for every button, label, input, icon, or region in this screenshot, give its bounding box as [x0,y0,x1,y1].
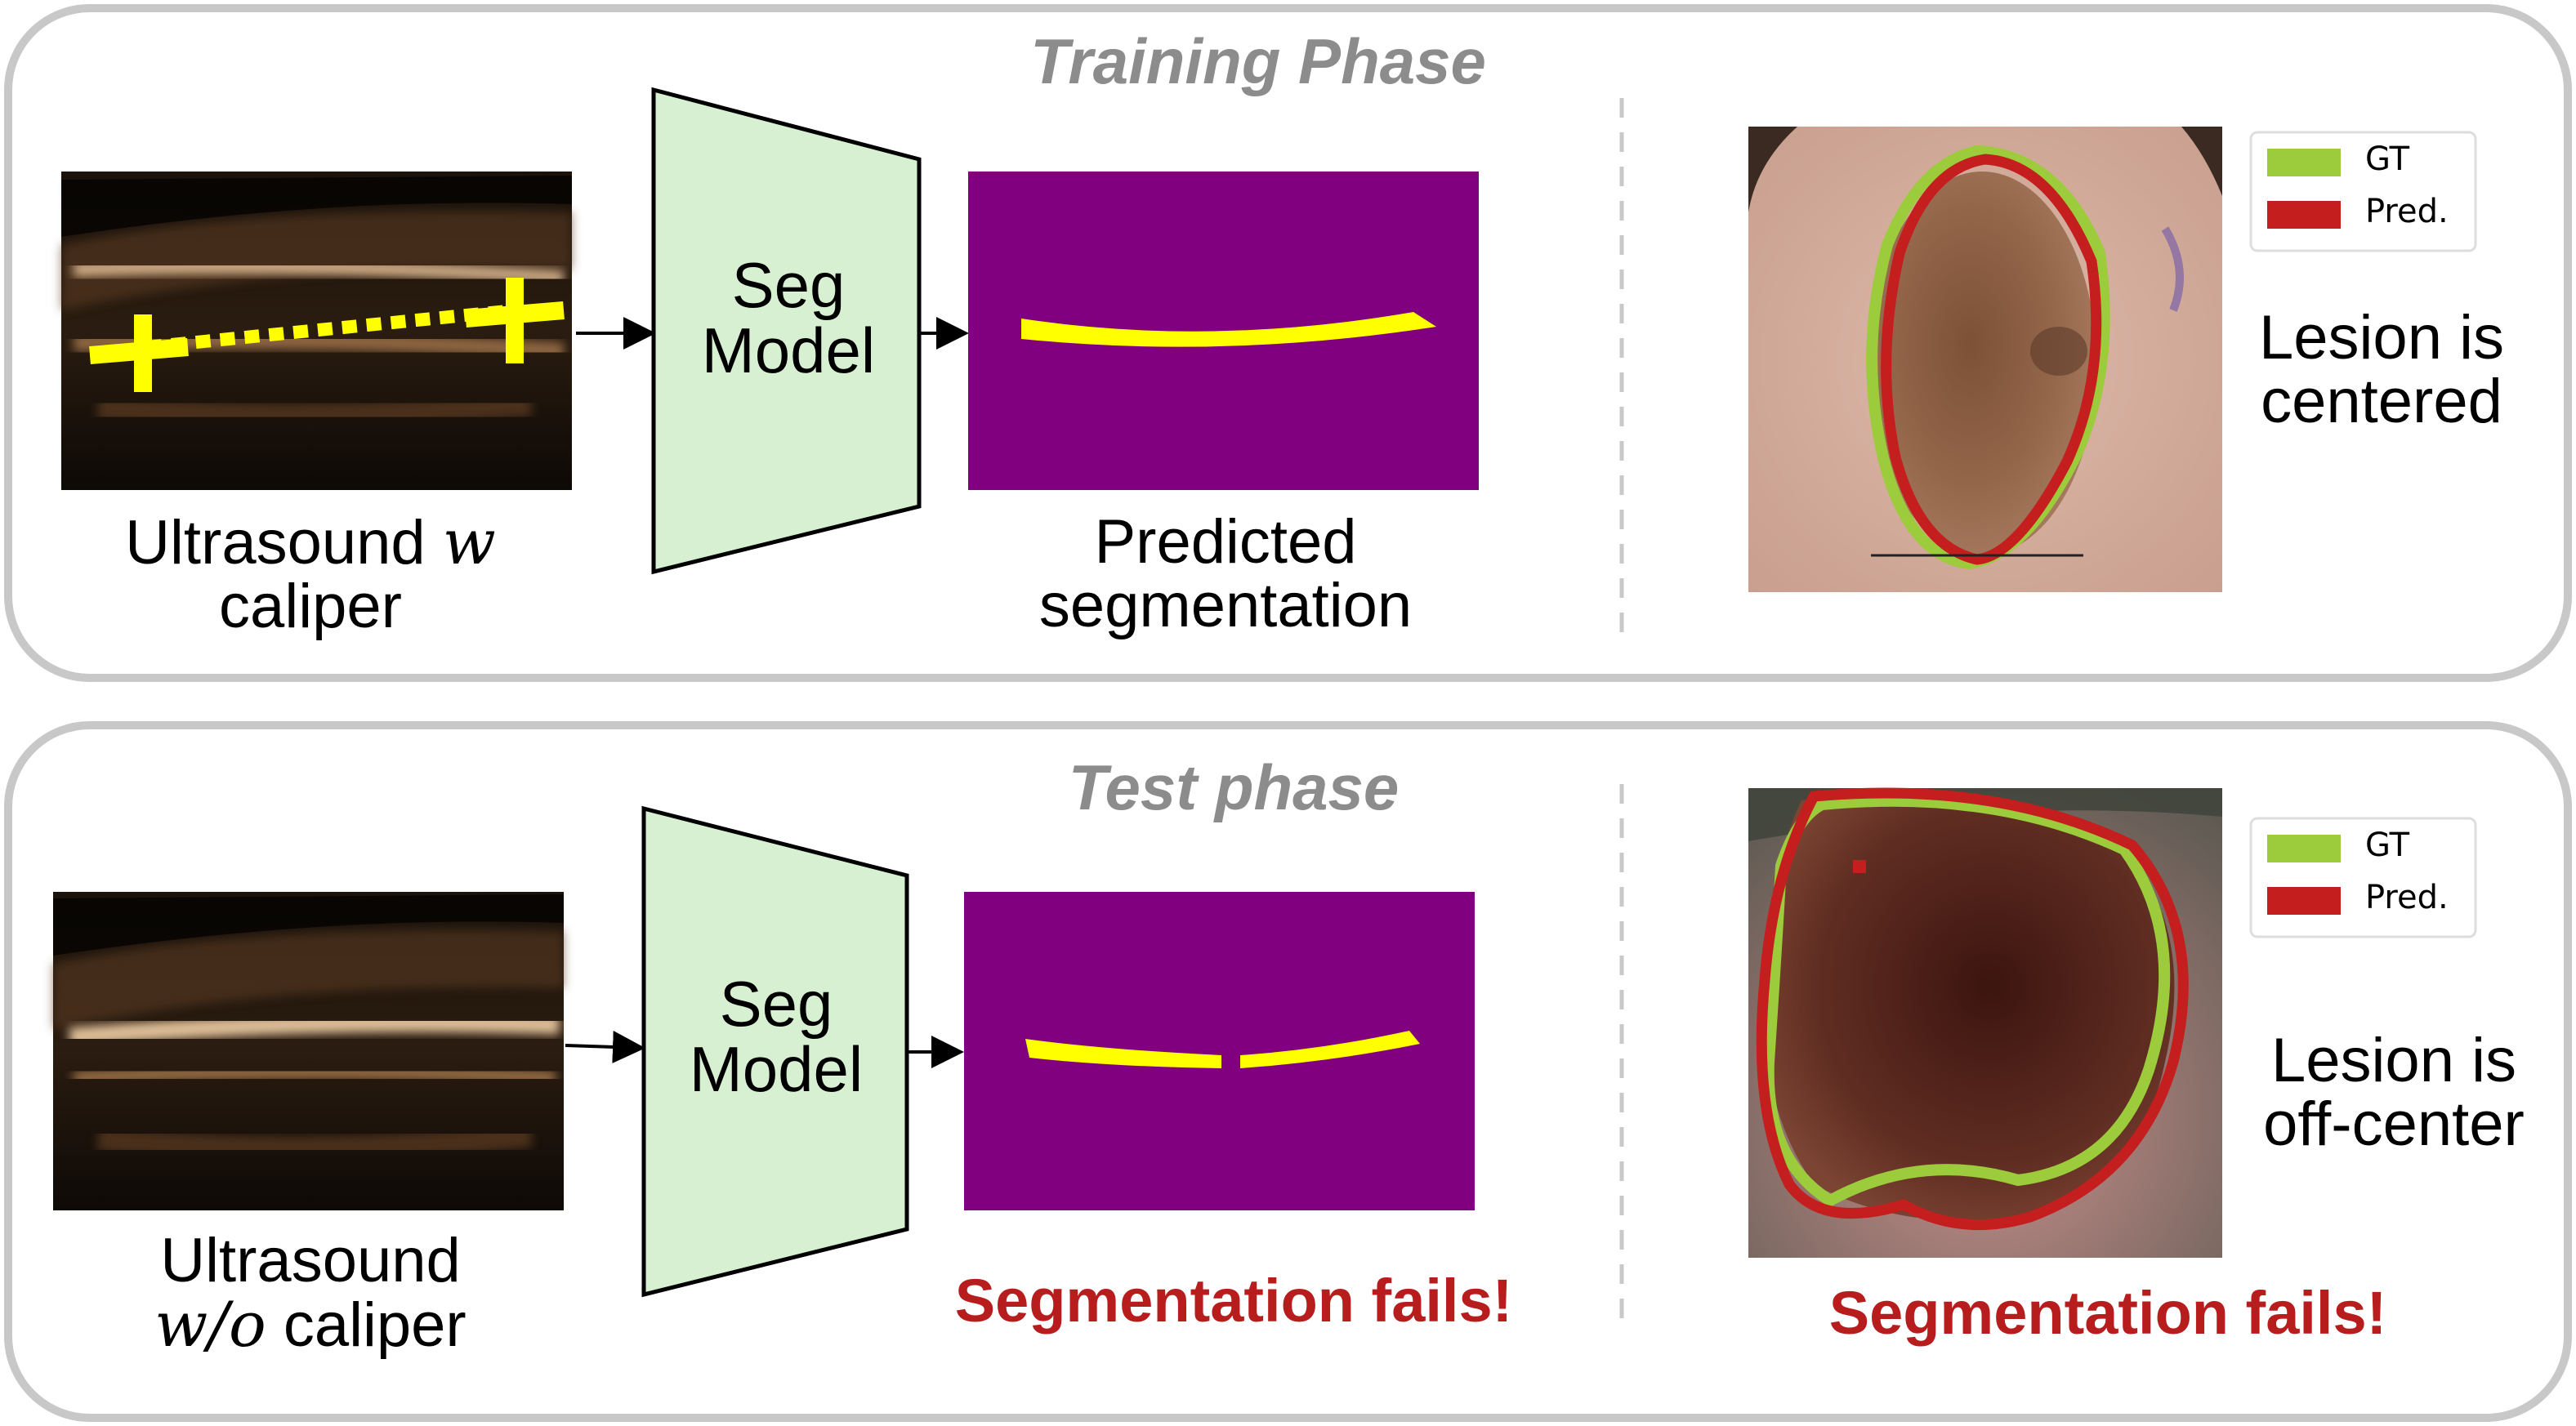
test-legend-gt-label: GT [2365,827,2410,864]
training-input-caption: Ultrasound w caliper [49,510,572,638]
test-predicted-mask [964,892,1475,1210]
training-seg-model [651,87,922,575]
test-lesion-line2: off-center [2263,1089,2525,1159]
test-model-line1: Seg [719,968,833,1040]
test-arrow-1 [565,1030,645,1063]
test-dermoscopy-image [1748,787,2222,1258]
test-fail-text-left: Segmentation fails! [954,1267,1513,1335]
test-model-line2: Model [689,1032,864,1105]
test-input-caption-line1: Ultrasound [160,1226,461,1295]
test-fail-text-right: Segmentation fails! [1828,1279,2387,1347]
training-input-caption-prefix: Ultrasound [125,508,443,577]
legend-pred-swatch [2267,201,2341,229]
test-input-caption-italic: w/o [154,1287,266,1361]
legend-gt-swatch [2267,835,2341,862]
training-lesion-text: Lesion is centered [2230,306,2533,433]
caliper-marker [89,278,565,392]
training-model-line1: Seg [731,249,846,321]
legend-gt-swatch [2267,149,2341,176]
test-seg-model [641,805,909,1298]
test-lesion-text: Lesion is off-center [2239,1029,2549,1156]
test-model-label: Seg Model [658,971,895,1105]
training-phase-title: Training Phase [1030,25,1486,97]
training-input-caption-italic: w [442,506,496,578]
test-phase-title: Test phase [1068,751,1400,823]
training-model-line2: Model [701,314,876,386]
legend-pred-swatch [2267,887,2341,915]
training-predicted-mask [968,172,1479,490]
gt-contour [1866,145,2110,570]
test-lesion-line1: Lesion is [2271,1026,2516,1095]
test-panel [4,721,2572,1422]
training-output-caption-line2: segmentation [1038,570,1413,640]
test-input-caption-suffix: caliper [266,1290,467,1360]
training-dermoscopy-image [1748,127,2222,592]
gt-contour [1762,795,2171,1208]
training-model-label: Seg Model [670,252,907,386]
training-legend [2249,131,2477,252]
ultrasound-image-without-caliper [53,892,564,1210]
pred-contour [1756,787,2189,1231]
training-panel [4,4,2572,682]
test-legend [2249,817,2477,938]
training-legend-pred-label: Pred. [2365,193,2449,230]
training-lesion-line2: centered [2261,366,2502,436]
test-legend-pred-label: Pred. [2365,879,2449,916]
test-input-caption: Ultrasound w/o caliper [41,1229,580,1357]
training-legend-gt-label: GT [2365,140,2410,178]
training-output-caption-line1: Predicted [1094,507,1357,577]
training-output-caption: Predicted segmentation [948,510,1503,637]
pred-contour [1881,154,2102,565]
training-lesion-line1: Lesion is [2259,303,2504,372]
training-input-caption-line2: caliper [219,571,402,641]
